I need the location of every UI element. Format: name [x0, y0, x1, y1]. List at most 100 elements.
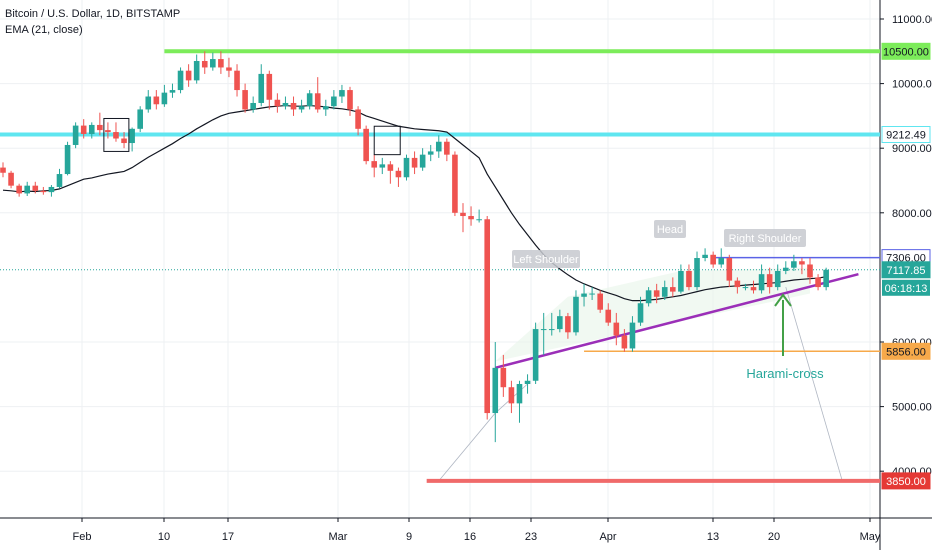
candle-body — [678, 270, 684, 292]
candle-body — [121, 138, 127, 144]
candle-body — [734, 280, 741, 288]
candle — [726, 254, 733, 288]
candle-body — [452, 154, 458, 213]
price-tag-5856-bg — [881, 342, 931, 360]
candle-body — [782, 267, 789, 271]
candle-body — [766, 274, 773, 288]
candle-body — [363, 128, 369, 162]
candle — [169, 83, 176, 98]
head-label: Head — [654, 220, 686, 238]
candle-body — [653, 290, 660, 297]
candle — [387, 161, 394, 184]
candle-body — [637, 303, 644, 323]
candle-body — [411, 157, 418, 168]
candle — [290, 96, 297, 116]
candle-body — [193, 60, 200, 81]
candle-body — [64, 144, 71, 175]
candle — [718, 248, 725, 268]
candle — [258, 64, 265, 107]
candle — [56, 168, 63, 189]
candle-body — [218, 59, 224, 68]
candle — [347, 86, 353, 116]
candle — [323, 99, 329, 116]
candle-body — [565, 316, 571, 333]
candle-body — [403, 157, 410, 178]
candle-body — [645, 290, 652, 304]
candle — [298, 99, 305, 113]
candle — [597, 290, 603, 313]
candle — [40, 186, 47, 195]
candle — [581, 283, 587, 307]
candle — [540, 312, 547, 355]
candle — [16, 183, 22, 197]
candle-body — [258, 73, 265, 103]
candle-body — [314, 93, 321, 110]
candle — [629, 316, 636, 352]
candle-body — [8, 172, 14, 186]
candle — [565, 312, 571, 339]
candle-body — [355, 109, 361, 129]
candle-body — [129, 128, 135, 144]
candle-body — [500, 367, 507, 388]
price-tag-10500-text: 10500.00 — [883, 46, 929, 58]
candle-body — [177, 70, 184, 91]
candle-body — [145, 96, 152, 110]
candle-body — [387, 164, 394, 171]
candle — [105, 122, 111, 139]
candle-body — [379, 164, 386, 168]
candle — [427, 144, 434, 162]
candle — [32, 181, 39, 194]
candle — [621, 329, 628, 352]
price-tag-9212-text: 9212.49 — [886, 130, 926, 142]
candle-body — [807, 264, 813, 278]
candle-body — [573, 296, 579, 333]
candle-body — [16, 185, 22, 194]
candle-body — [210, 59, 216, 68]
candle-body — [581, 293, 587, 297]
candle-body — [0, 167, 6, 173]
ascending-trendline — [494, 272, 859, 370]
candle — [750, 280, 757, 294]
grid — [0, 0, 880, 518]
candle-body — [242, 90, 248, 110]
candle — [710, 251, 716, 268]
candle-body — [661, 287, 668, 297]
candle-body — [339, 90, 345, 97]
candle — [492, 342, 499, 443]
candle — [823, 267, 829, 291]
price-tag-3850-text: 3850.00 — [886, 476, 926, 488]
candle-body — [718, 258, 725, 265]
ema-21-line — [2, 104, 827, 302]
candle — [766, 267, 773, 294]
candle-body — [274, 99, 281, 107]
time-axis-label: 10 — [158, 531, 170, 543]
time-axis-label: May — [860, 531, 881, 543]
candle — [645, 287, 652, 307]
ema-indicator-label[interactable]: EMA (21, close) — [5, 24, 83, 36]
candle — [250, 96, 256, 113]
candle-body — [589, 293, 595, 295]
candle — [218, 51, 224, 74]
candle-body — [799, 261, 805, 265]
candle-body — [56, 174, 63, 187]
candle-body — [105, 130, 111, 133]
candle-body — [80, 125, 87, 134]
candle-body — [347, 90, 353, 110]
candle-body — [548, 329, 555, 331]
pattern-shading — [495, 267, 810, 362]
candle-body — [726, 258, 733, 281]
candle-body — [621, 335, 628, 349]
price-tag-10500-bg — [881, 42, 931, 60]
candle-body — [524, 380, 531, 384]
candle-body — [153, 96, 160, 105]
candle — [500, 354, 507, 397]
candle — [193, 54, 200, 84]
candle-body — [492, 367, 499, 414]
candle — [435, 135, 442, 158]
candle — [653, 283, 660, 304]
candle — [613, 312, 620, 346]
candle — [548, 312, 555, 336]
candle-body — [476, 219, 482, 221]
candle-body — [234, 70, 240, 91]
